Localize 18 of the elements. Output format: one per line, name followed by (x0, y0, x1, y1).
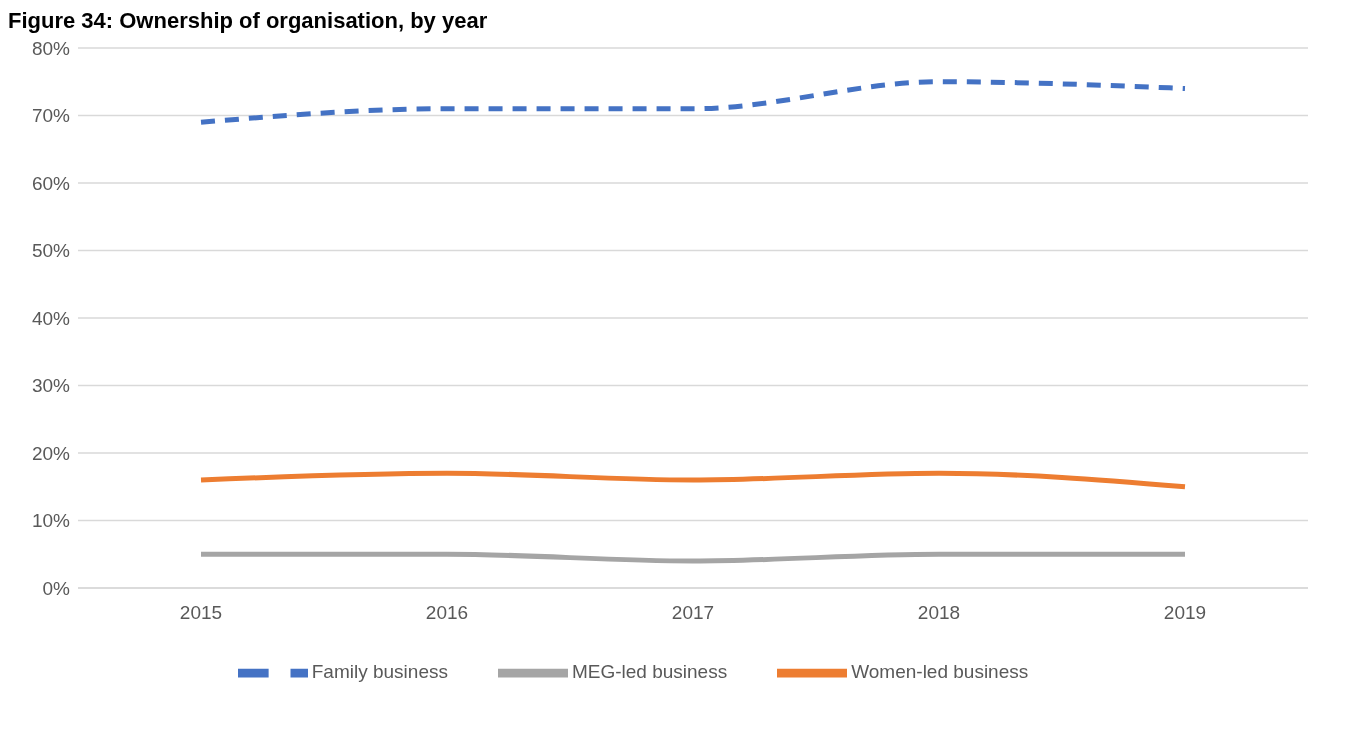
x-tick-label: 2017 (671, 602, 715, 624)
y-tick-label: 50% (31, 240, 71, 262)
x-tick-label: 2015 (179, 602, 223, 624)
x-tick-label: 2018 (917, 602, 961, 624)
y-tick-label: 80% (31, 37, 71, 59)
y-tick-label: 0% (42, 577, 71, 599)
y-tick-label: 10% (31, 510, 71, 532)
y-tick-label: 40% (31, 307, 71, 329)
y-tick-label: 30% (31, 375, 71, 397)
y-tick-label: 20% (31, 442, 71, 464)
x-tick-label: 2019 (1163, 602, 1207, 624)
chart-title: Figure 34: Ownership of organisation, by year (8, 8, 489, 34)
y-tick-label: 70% (31, 105, 71, 127)
legend-label: Family business (311, 661, 448, 683)
legend-label: MEG-led business (571, 661, 728, 683)
legend-label: Women-led business (851, 661, 1029, 683)
y-tick-label: 60% (31, 172, 71, 194)
x-tick-label: 2016 (425, 602, 469, 624)
